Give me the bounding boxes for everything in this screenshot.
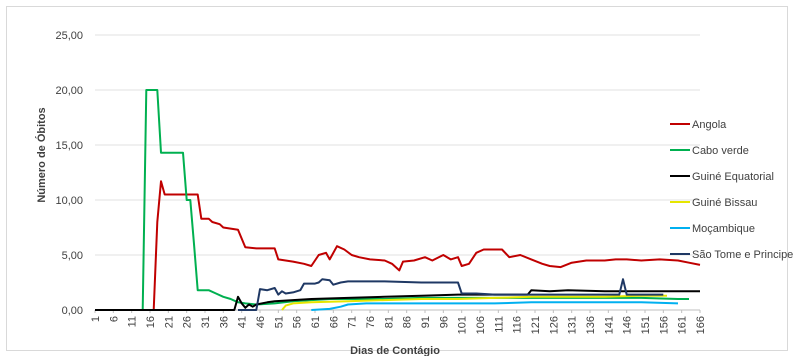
x-tick-label: 56 bbox=[292, 316, 304, 328]
legend: Angola Cabo verde Guiné Equatorial Guiné Bi… bbox=[670, 119, 793, 261]
x-axis-ticks: 1 6 11 16 21 26 31 36 41 46 51 56 61 66 71 76 81 86 91 96 10… bbox=[90, 310, 707, 334]
x-tick-label: 166 bbox=[695, 316, 707, 334]
x-axis-label: Dias de Contágio bbox=[350, 345, 440, 356]
x-tick-label: 16 bbox=[145, 316, 157, 328]
x-tick-label: 156 bbox=[658, 316, 670, 334]
chart-frame bbox=[6, 6, 788, 351]
x-tick-label: 46 bbox=[255, 316, 267, 328]
x-tick-label: 96 bbox=[438, 316, 450, 328]
y-tick-label: 15,00 bbox=[55, 140, 83, 152]
x-tick-label: 101 bbox=[457, 316, 469, 334]
x-tick-label: 71 bbox=[347, 316, 359, 328]
legend-entry: Guiné Equatorial bbox=[692, 171, 774, 183]
x-tick-label: 81 bbox=[383, 316, 395, 328]
series-line bbox=[95, 289, 700, 311]
x-tick-label: 36 bbox=[218, 316, 230, 328]
legend-entry: Cabo verde bbox=[692, 145, 749, 157]
series-line bbox=[95, 180, 701, 311]
legend-entry: Angola bbox=[692, 119, 727, 131]
legend-entry: Guiné Bissau bbox=[692, 197, 757, 209]
x-tick-label: 66 bbox=[328, 316, 340, 328]
x-tick-label: 151 bbox=[640, 316, 652, 334]
x-tick-label: 31 bbox=[200, 316, 212, 328]
y-tick-label: 5,00 bbox=[62, 250, 83, 262]
x-tick-label: 51 bbox=[273, 316, 285, 328]
y-tick-label: 10,00 bbox=[55, 195, 83, 207]
series-line bbox=[238, 278, 664, 311]
series-lines bbox=[95, 89, 701, 311]
x-tick-label: 126 bbox=[548, 316, 560, 334]
x-tick-label: 161 bbox=[677, 316, 689, 334]
x-tick-label: 91 bbox=[420, 316, 432, 328]
x-tick-label: 61 bbox=[310, 316, 322, 328]
series-line bbox=[281, 294, 667, 311]
x-tick-label: 21 bbox=[163, 316, 175, 328]
x-tick-label: 76 bbox=[365, 316, 377, 328]
x-tick-label: 136 bbox=[585, 316, 597, 334]
x-tick-label: 116 bbox=[512, 316, 524, 334]
x-tick-label: 121 bbox=[530, 316, 542, 334]
x-tick-label: 131 bbox=[567, 316, 579, 334]
x-tick-label: 146 bbox=[622, 316, 634, 334]
y-tick-label: 25,00 bbox=[55, 30, 83, 42]
legend-entry: São Tome e Principe bbox=[692, 249, 793, 261]
x-tick-label: 111 bbox=[493, 316, 505, 333]
x-tick-label: 141 bbox=[603, 316, 615, 334]
x-tick-label: 11 bbox=[127, 316, 139, 327]
x-tick-label: 6 bbox=[108, 316, 120, 322]
x-tick-label: 86 bbox=[402, 316, 414, 328]
x-tick-label: 26 bbox=[182, 316, 194, 328]
y-tick-label: 20,00 bbox=[55, 85, 83, 97]
y-tick-label: 0,00 bbox=[62, 305, 83, 317]
x-tick-label: 1 bbox=[90, 316, 102, 322]
x-tick-label: 106 bbox=[475, 316, 487, 334]
series-line bbox=[311, 301, 679, 311]
x-tick-label: 41 bbox=[237, 316, 249, 328]
y-axis-label: Número de Óbitos bbox=[35, 107, 48, 202]
y-axis-ticks: 0,00 5,00 10,00 15,00 20,00 25,00 bbox=[55, 30, 83, 317]
legend-entry: Moçambique bbox=[692, 223, 755, 235]
